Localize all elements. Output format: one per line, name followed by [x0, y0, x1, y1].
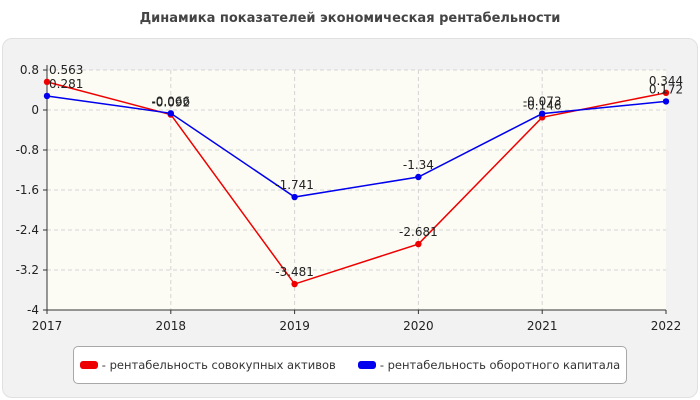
legend: - рентабельность совокупных активов - ре… — [73, 346, 627, 384]
y-tick-label: -1.6 — [16, 183, 39, 197]
data-point-1 — [539, 110, 546, 117]
x-tick-label: 2018 — [156, 319, 187, 333]
data-label-0: -0.146 — [523, 98, 562, 112]
data-point-1 — [167, 110, 174, 117]
legend-swatch-blue — [357, 361, 376, 369]
data-label-1: -0.066 — [151, 94, 190, 108]
data-label-0: 0.563 — [49, 63, 83, 77]
legend-label-assets: - рентабельность совокупных активов — [101, 358, 336, 372]
x-tick-label: 2017 — [32, 319, 63, 333]
series-line-1 — [46, 95, 667, 198]
legend-item-working-capital[interactable]: - рентабельность оборотного капитала — [357, 358, 621, 372]
x-tick-label: 2022 — [651, 319, 682, 333]
chart-title: Динамика показателей экономическая рента… — [139, 11, 561, 26]
y-tick-label: 0.8 — [20, 63, 39, 77]
data-point-1 — [662, 98, 670, 105]
data-point-0 — [291, 280, 298, 288]
data-label-1: 0.172 — [649, 82, 683, 96]
data-label-0: -2.681 — [399, 225, 438, 239]
series-line-0 — [46, 81, 667, 285]
x-tick-label: 2020 — [403, 319, 434, 333]
data-point-0 — [43, 78, 51, 86]
data-point-1 — [43, 92, 51, 100]
data-point-0 — [415, 240, 422, 248]
data-point-1 — [291, 193, 298, 201]
y-tick-label: -0.8 — [16, 143, 39, 157]
y-tick-label: 0 — [31, 103, 39, 117]
x-tick-label: 2019 — [279, 319, 310, 333]
data-label-1: 0.281 — [49, 77, 83, 91]
data-label-0: -0.092 — [151, 96, 190, 110]
data-label-0: 0.344 — [649, 74, 683, 88]
data-label-1: -0.073 — [523, 95, 562, 109]
data-label-1: -1.34 — [403, 158, 434, 172]
y-tick-label: -2.4 — [16, 223, 39, 237]
data-label-1: -1.741 — [275, 178, 314, 192]
y-tick-label: -4 — [27, 303, 39, 317]
data-label-0: -3.481 — [275, 265, 314, 279]
data-point-0 — [662, 89, 670, 97]
legend-label-working-capital: - рентабельность оборотного капитала — [379, 358, 621, 372]
y-tick-label: -3.2 — [16, 263, 39, 277]
data-point-1 — [415, 173, 422, 181]
legend-swatch-red — [79, 361, 98, 369]
legend-item-assets[interactable]: - рентабельность совокупных активов — [79, 358, 336, 372]
x-tick-label: 2021 — [527, 319, 558, 333]
